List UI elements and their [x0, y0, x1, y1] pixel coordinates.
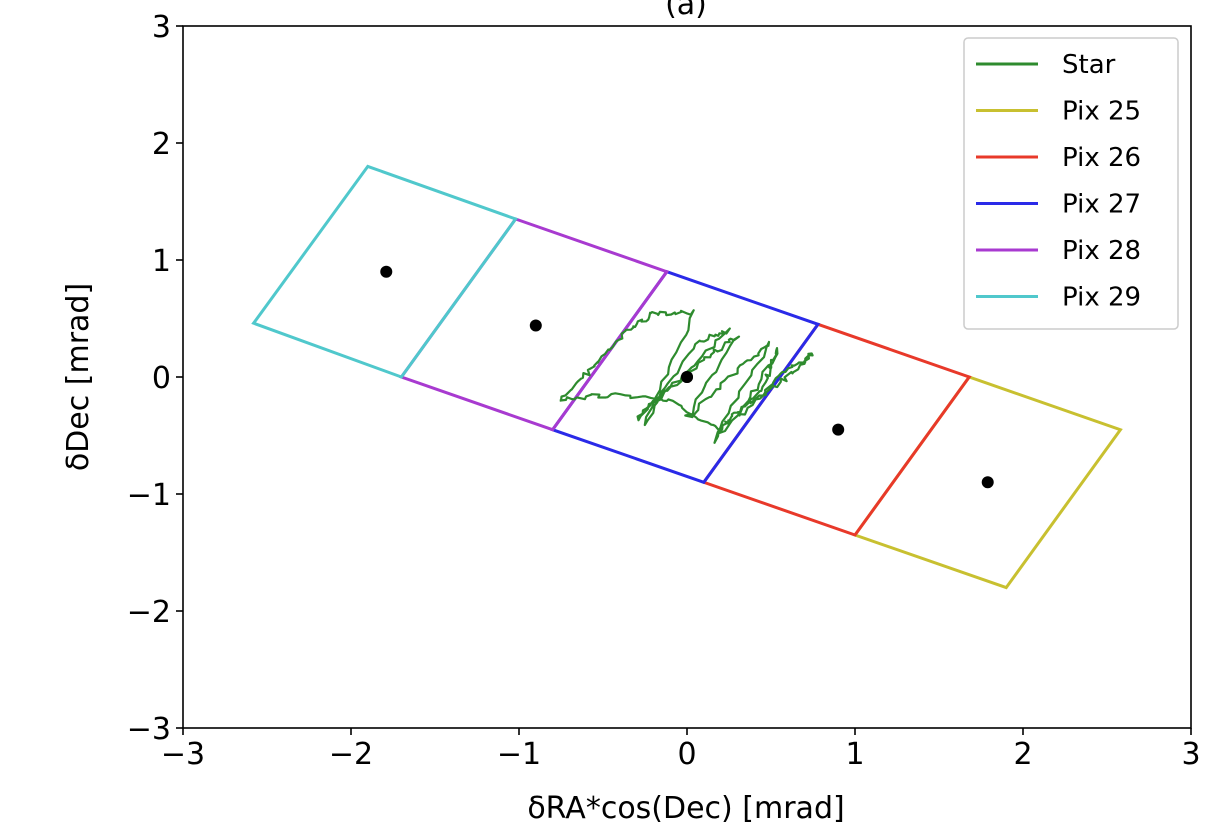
legend-label: Pix 27	[1062, 190, 1141, 220]
y-tick-label: −3	[127, 712, 171, 747]
star-track-line	[559, 309, 814, 444]
y-tick-label: 3	[152, 10, 171, 45]
chart-title: (a)	[665, 0, 707, 22]
x-tick-label: −1	[497, 737, 541, 772]
y-tick-label: 1	[152, 244, 171, 279]
pixel-center-pix-27-top	[681, 371, 693, 383]
x-axis-label: δRA*cos(Dec) [mrad]	[527, 791, 844, 826]
pixel-center-pix-25	[981, 476, 994, 489]
y-tick-label: 0	[152, 361, 171, 396]
legend-label: Pix 29	[1062, 283, 1141, 313]
pixel-center-pix-29	[380, 265, 393, 278]
x-tick-label: 0	[677, 737, 696, 772]
x-tick-label: 3	[1181, 737, 1200, 772]
pixel-center-pix-28	[529, 319, 542, 332]
legend-label: Pix 26	[1062, 143, 1141, 173]
x-tick-label: 1	[845, 737, 864, 772]
pixel-center-pix-26	[832, 423, 845, 436]
pixel-square-pix-29	[251, 164, 518, 379]
y-tick-label: 2	[152, 127, 171, 162]
y-axis-label: δDec [mrad]	[61, 283, 96, 471]
x-tick-label: −3	[161, 737, 205, 772]
y-tick-label: −1	[127, 478, 171, 513]
y-tick-label: −2	[127, 595, 171, 630]
legend-label: Star	[1062, 50, 1116, 80]
x-tick-label: 2	[1013, 737, 1032, 772]
legend-label: Pix 25	[1062, 97, 1141, 127]
legend-label: Pix 28	[1062, 236, 1141, 266]
x-tick-label: −2	[329, 737, 373, 772]
